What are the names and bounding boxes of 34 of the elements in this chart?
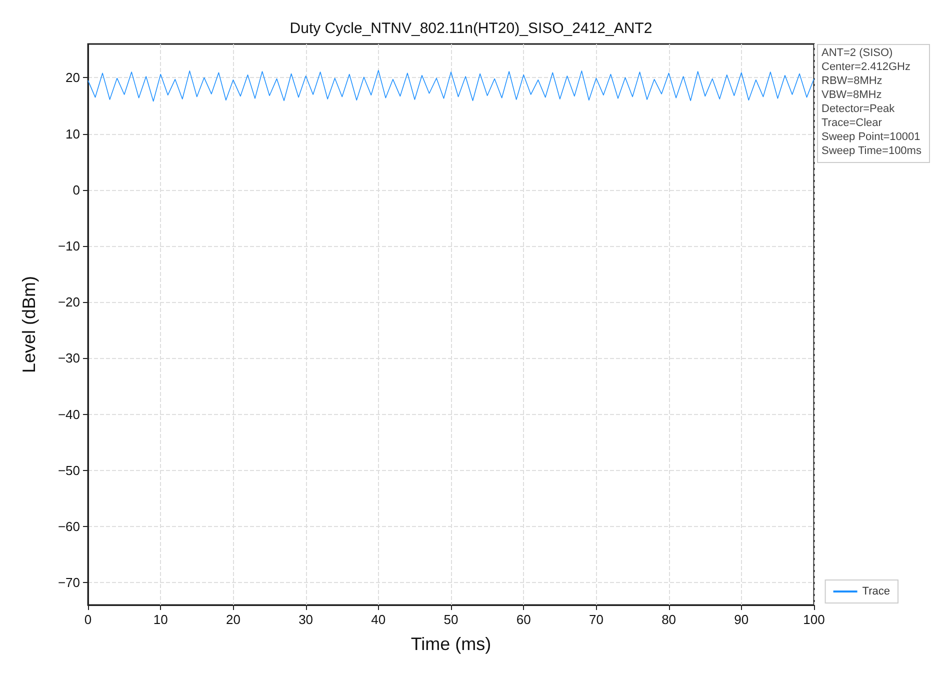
x-axis-title: Time (ms): [410, 634, 492, 654]
x-tick-label: 60: [516, 612, 531, 627]
chart-title: Duty Cycle_NTNV_802.11n(HT20)_SISO_2412_ANT2: [290, 20, 652, 37]
y-tick-label: −10: [58, 238, 80, 254]
x-tick-label: 50: [444, 612, 458, 627]
x-tick-label: 90: [734, 612, 749, 627]
x-tick-label: 100: [803, 612, 825, 627]
y-tick-label: −50: [58, 462, 80, 478]
x-tick-label: 10: [153, 612, 168, 627]
text: Sweep Time=100ms: [822, 145, 922, 157]
y-tick-label: −60: [58, 518, 80, 534]
y-tick-label: −20: [58, 294, 80, 310]
x-tick-label: 70: [588, 612, 604, 627]
x-tick-label: 80: [662, 612, 676, 627]
line-series: [88, 70, 814, 102]
x-tick-label: 40: [371, 612, 386, 627]
text: Center=2.412GHz: [822, 61, 910, 73]
text: Detector=Peak: [822, 103, 896, 115]
y-axis-title: Level (dBm): [19, 276, 39, 374]
text: ANT=2 (SISO): [822, 47, 893, 59]
y-tick-label: −40: [58, 406, 80, 422]
y-tick-label: −70: [58, 575, 80, 590]
y-tick-label: 10: [66, 126, 80, 142]
text: VBW=8MHz: [822, 89, 882, 101]
text: Trace=Clear: [822, 117, 882, 129]
y-tick-label: −30: [58, 350, 80, 366]
legend-label: Trace: [862, 586, 890, 598]
text: Sweep Point=10001: [822, 131, 920, 143]
x-tick-label: 0: [84, 612, 92, 627]
x-tick-label: 20: [226, 612, 240, 627]
text: RBW=8MHz: [822, 75, 882, 87]
x-tick-label: 30: [298, 612, 314, 627]
y-tick-label: 20: [66, 70, 80, 86]
y-tick-label: 0: [72, 182, 80, 198]
